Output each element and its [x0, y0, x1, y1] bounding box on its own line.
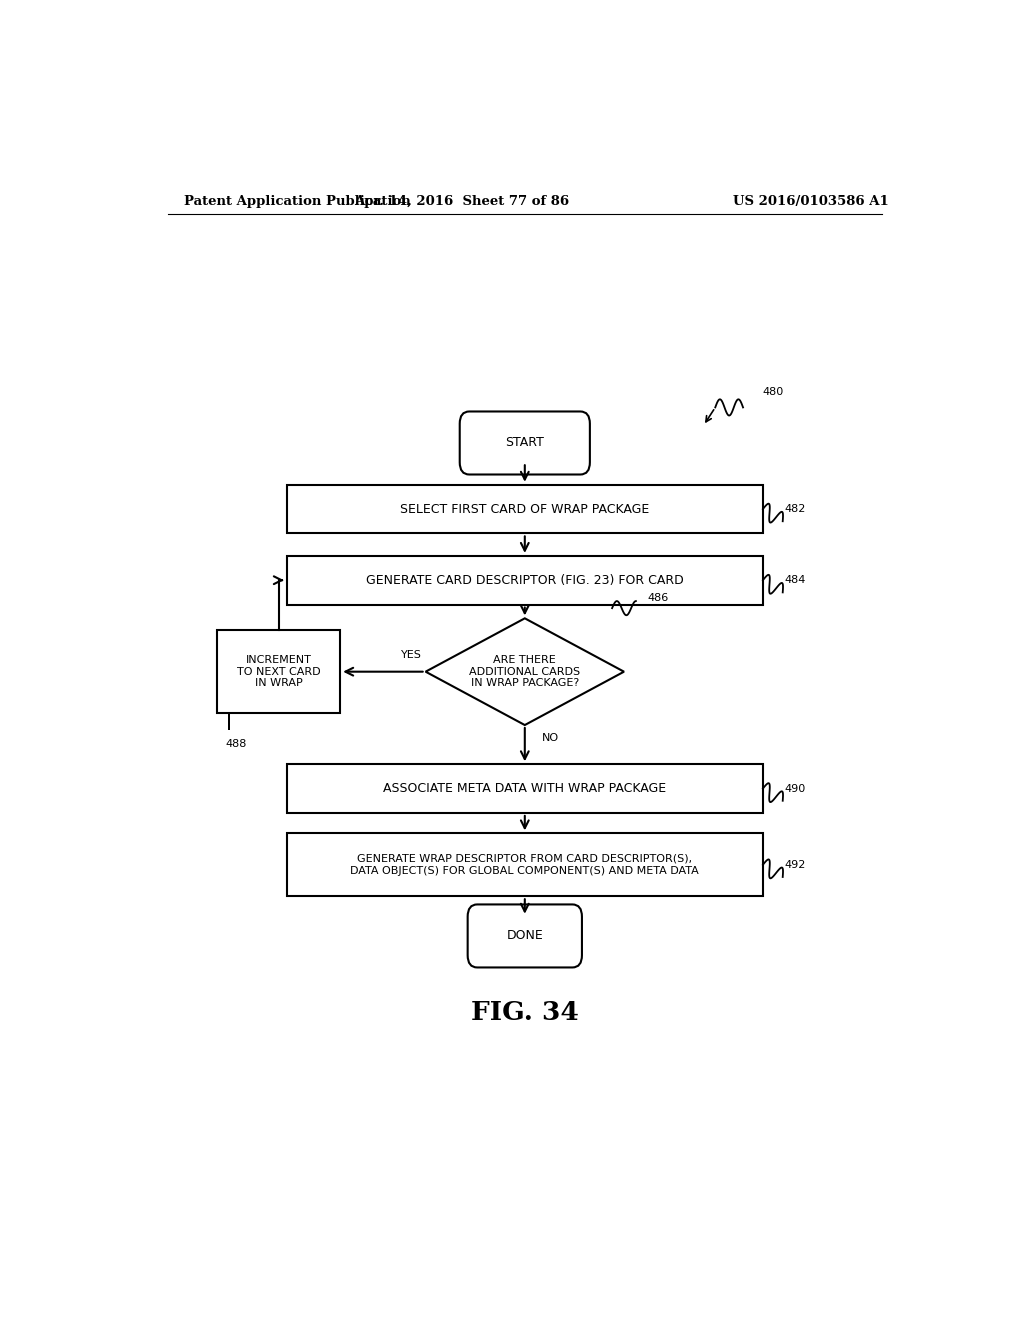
Text: 486: 486 — [648, 593, 669, 603]
Text: FIG. 34: FIG. 34 — [471, 999, 579, 1024]
Text: 492: 492 — [784, 859, 806, 870]
Text: 488: 488 — [225, 739, 247, 748]
Text: GENERATE WRAP DESCRIPTOR FROM CARD DESCRIPTOR(S),
DATA OBJECT(S) FOR GLOBAL COMP: GENERATE WRAP DESCRIPTOR FROM CARD DESCR… — [350, 854, 699, 875]
Text: Apr. 14, 2016  Sheet 77 of 86: Apr. 14, 2016 Sheet 77 of 86 — [353, 194, 569, 207]
Bar — [287, 484, 763, 533]
Text: NO: NO — [543, 733, 559, 743]
FancyBboxPatch shape — [460, 412, 590, 474]
Text: 484: 484 — [784, 576, 806, 585]
Text: Patent Application Publication: Patent Application Publication — [183, 194, 411, 207]
Text: 490: 490 — [784, 784, 806, 793]
Bar — [287, 833, 763, 896]
FancyBboxPatch shape — [468, 904, 582, 968]
Text: ARE THERE
ADDITIONAL CARDS
IN WRAP PACKAGE?: ARE THERE ADDITIONAL CARDS IN WRAP PACKA… — [469, 655, 581, 688]
Text: GENERATE CARD DESCRIPTOR (FIG. 23) FOR CARD: GENERATE CARD DESCRIPTOR (FIG. 23) FOR C… — [366, 574, 684, 586]
Bar — [287, 764, 763, 813]
Bar — [287, 556, 763, 605]
Text: INCREMENT
TO NEXT CARD
IN WRAP: INCREMENT TO NEXT CARD IN WRAP — [237, 655, 321, 688]
Bar — [217, 630, 340, 713]
Text: START: START — [506, 437, 544, 450]
Text: 480: 480 — [763, 387, 784, 397]
Text: US 2016/0103586 A1: US 2016/0103586 A1 — [732, 194, 889, 207]
Text: SELECT FIRST CARD OF WRAP PACKAGE: SELECT FIRST CARD OF WRAP PACKAGE — [400, 503, 649, 516]
Text: ASSOCIATE META DATA WITH WRAP PACKAGE: ASSOCIATE META DATA WITH WRAP PACKAGE — [383, 781, 667, 795]
Text: DONE: DONE — [507, 929, 543, 942]
Polygon shape — [426, 618, 624, 725]
Text: YES: YES — [400, 651, 422, 660]
Text: 482: 482 — [784, 504, 806, 513]
